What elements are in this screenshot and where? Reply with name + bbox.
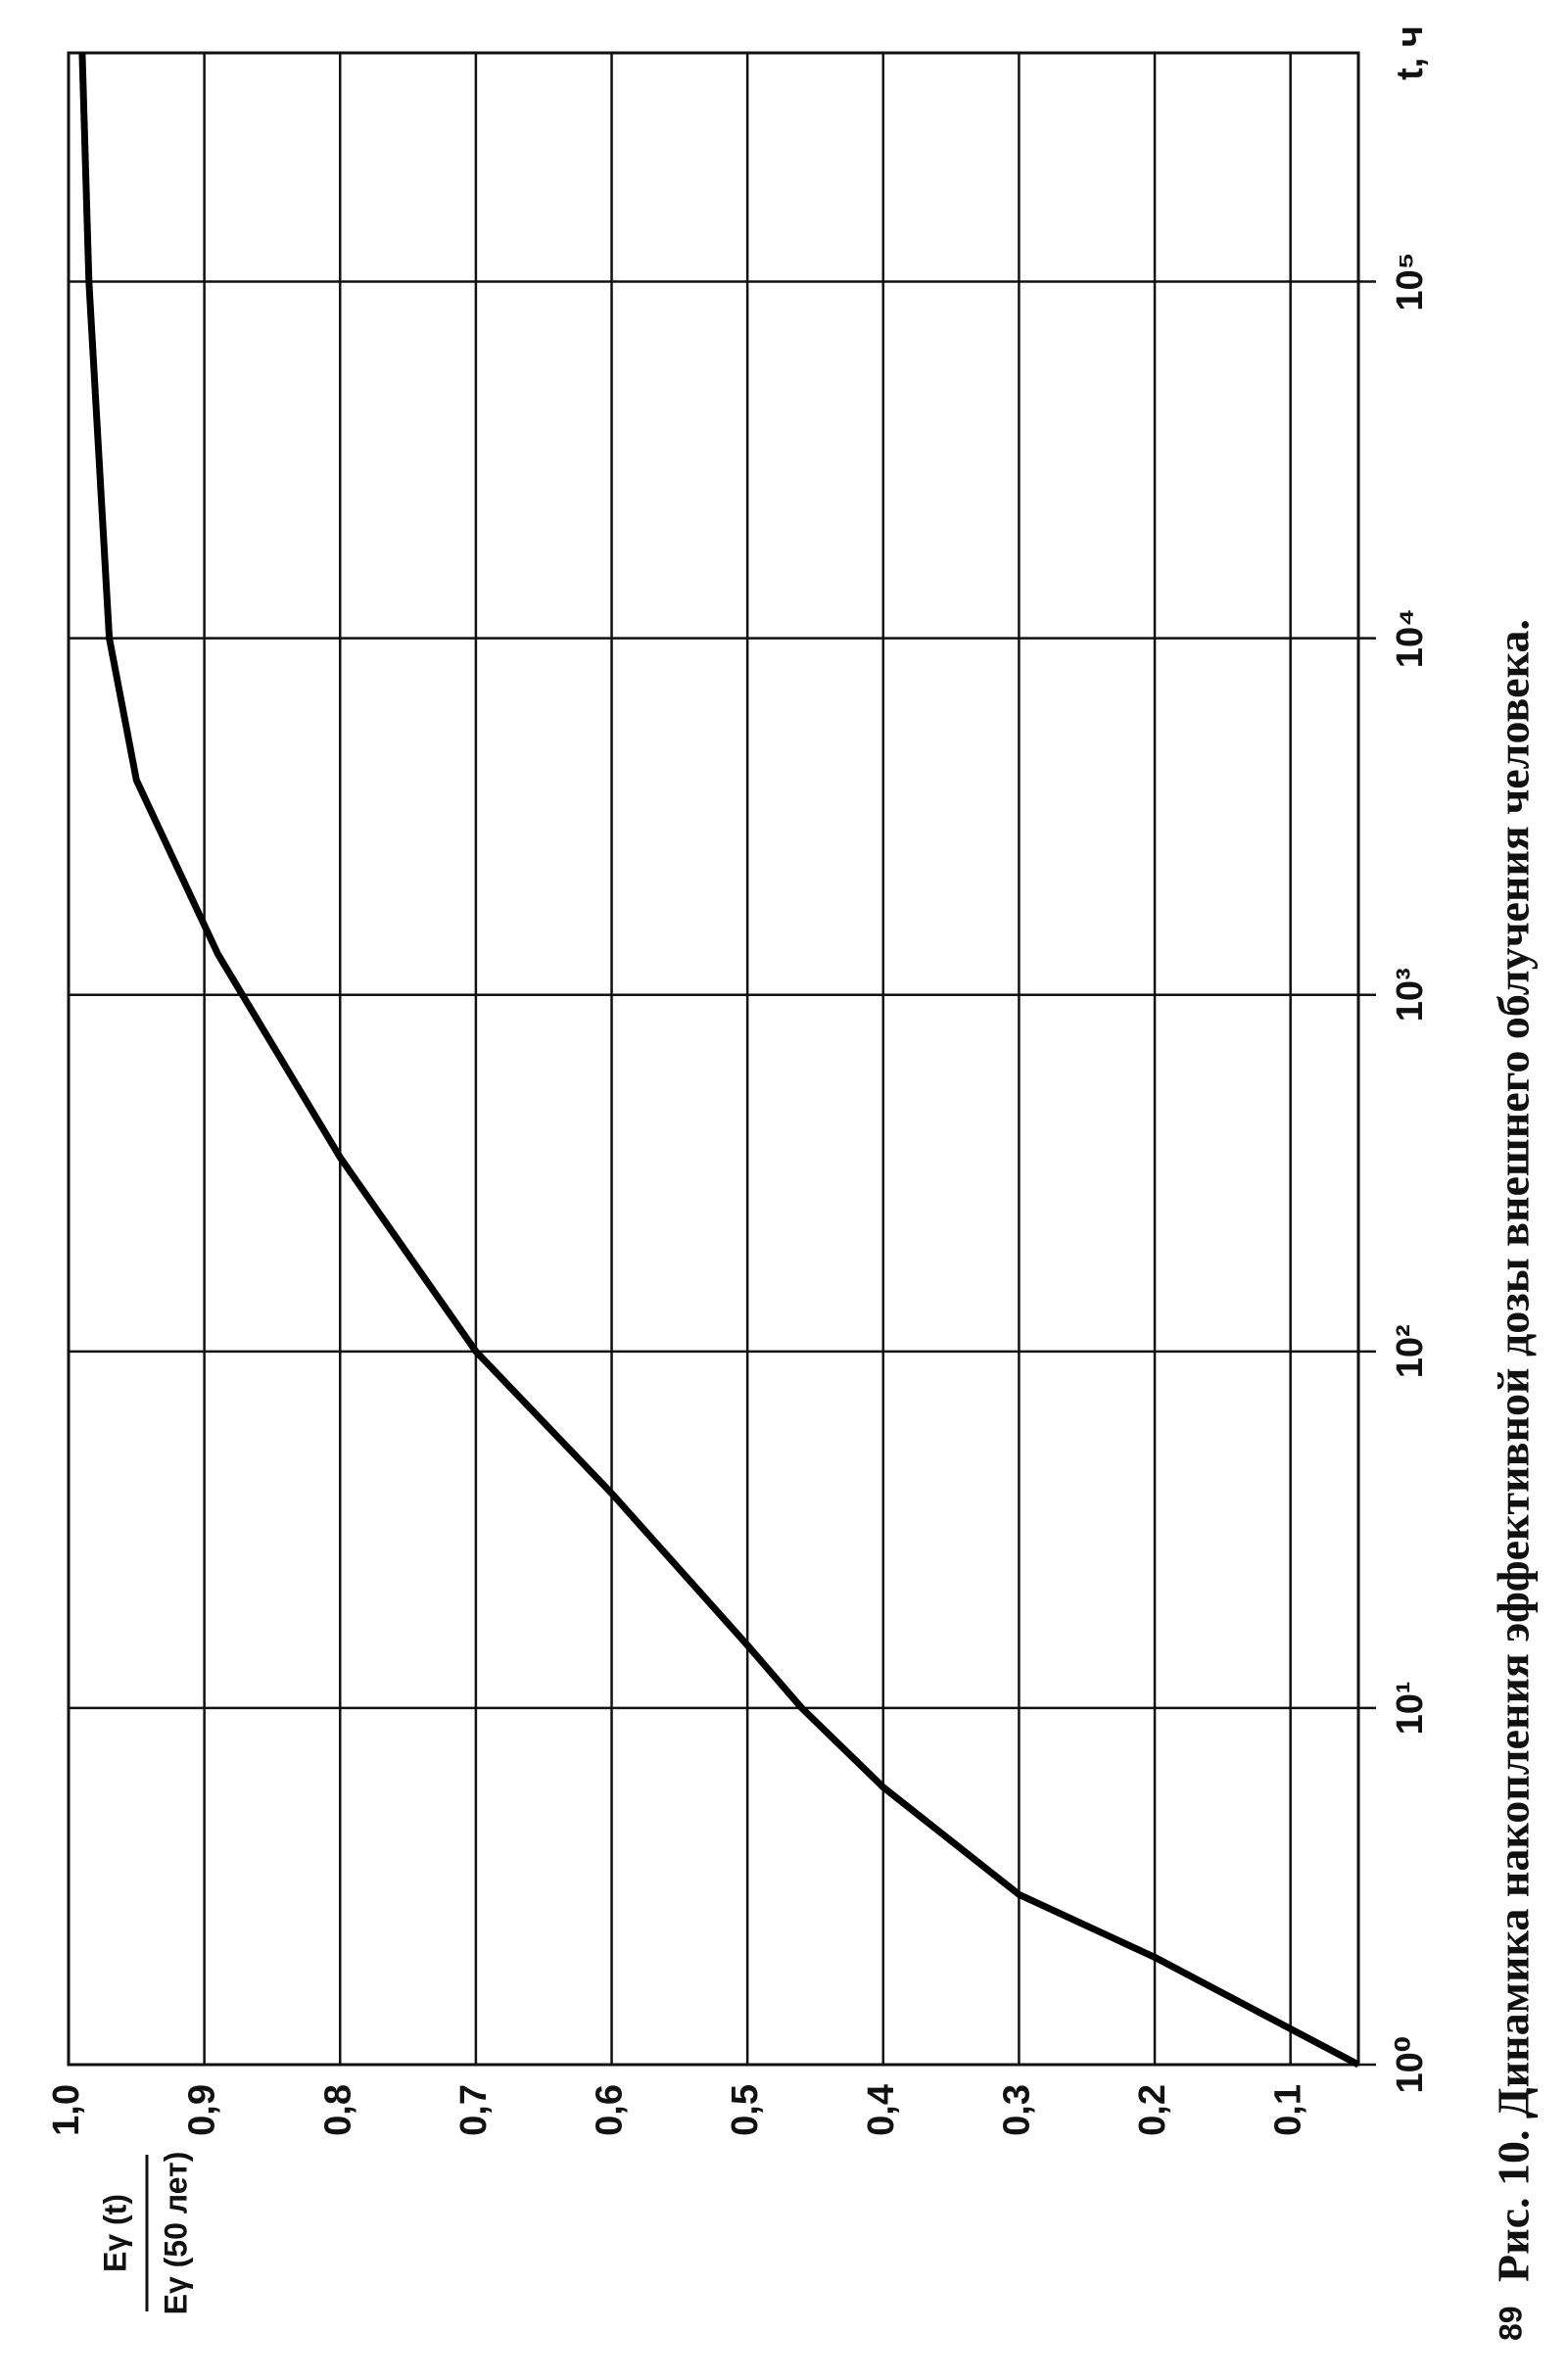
y-tick-label: 0,4 bbox=[861, 2084, 902, 2136]
y-tick-label: 0,9 bbox=[182, 2084, 223, 2136]
x-tick-label: 10³ bbox=[1390, 968, 1431, 1022]
x-tick-label: 10² bbox=[1390, 1324, 1431, 1378]
x-tick-label: 10⁵ bbox=[1390, 252, 1431, 310]
y-label-denominator: Eγ (50 лет) bbox=[158, 2152, 193, 2315]
y-tick-label: 0,1 bbox=[1268, 2084, 1309, 2136]
y-tick-label: 0,6 bbox=[590, 2084, 631, 2136]
caption: Рис. 10. Динамика накопления эффективной… bbox=[1489, 619, 1539, 2282]
page-number: 89 bbox=[1493, 2306, 1528, 2341]
x-axis-label: t, ч bbox=[1390, 25, 1431, 80]
plot-frame bbox=[67, 51, 1360, 2067]
y-tick-label: 0,3 bbox=[996, 2084, 1037, 2136]
y-tick-label: 1,0 bbox=[46, 2084, 87, 2136]
data-line bbox=[78, 52, 1360, 2069]
x-tick-label: 10⁰ bbox=[1390, 2036, 1431, 2094]
rotated-chart: Рис. 10. Динамика накопления эффективной… bbox=[46, 25, 1539, 2341]
y-tick-label: 0,2 bbox=[1132, 2084, 1173, 2136]
y-tick-label: 0,5 bbox=[725, 2084, 766, 2136]
y-tick-label: 0,7 bbox=[453, 2084, 495, 2136]
x-tick-label: 10⁴ bbox=[1390, 608, 1431, 668]
x-tick-label: 10¹ bbox=[1390, 1681, 1431, 1735]
y-tick-label: 0,8 bbox=[317, 2084, 358, 2136]
y-label-numerator: Eγ (t) bbox=[97, 2194, 132, 2272]
